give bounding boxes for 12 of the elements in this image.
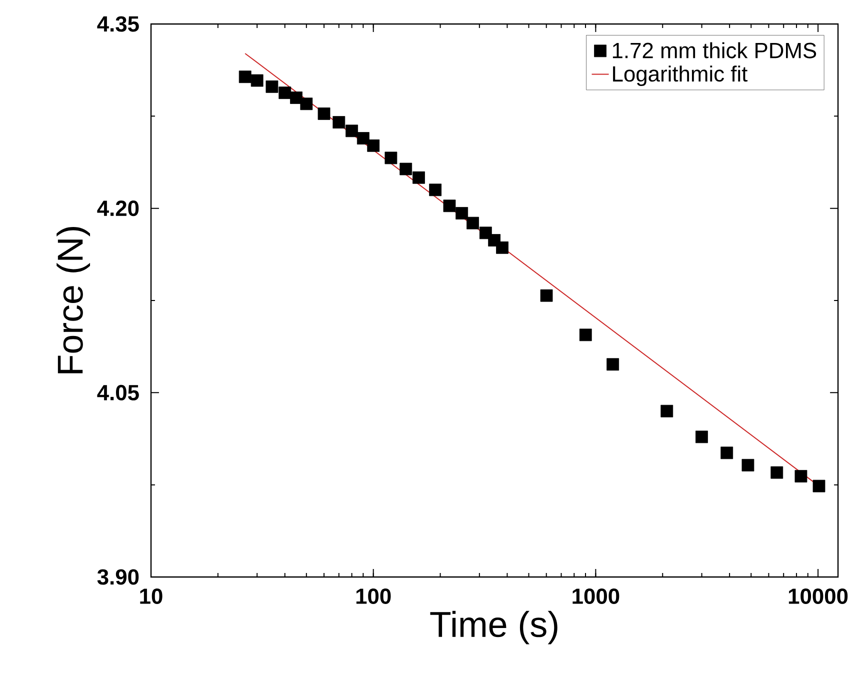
x-tick-label: 10000 — [788, 588, 848, 604]
x-axis-title: Time (s) — [430, 610, 558, 644]
y-tick-label: 3.90 — [97, 569, 139, 585]
y-axis-title: Force (N) — [56, 227, 90, 374]
legend-label: Logarithmic fit — [613, 66, 748, 86]
y-tick-label: 4.05 — [97, 384, 139, 400]
x-tick-label: 1000 — [572, 588, 620, 604]
y-tick-label: 4.35 — [97, 16, 139, 32]
x-tick-label: 10 — [140, 588, 162, 604]
y-tick-label: 4.20 — [97, 200, 139, 216]
legend-label: 1.72 mm thick PDMS — [612, 42, 816, 58]
x-tick-label: 100 — [356, 588, 391, 604]
